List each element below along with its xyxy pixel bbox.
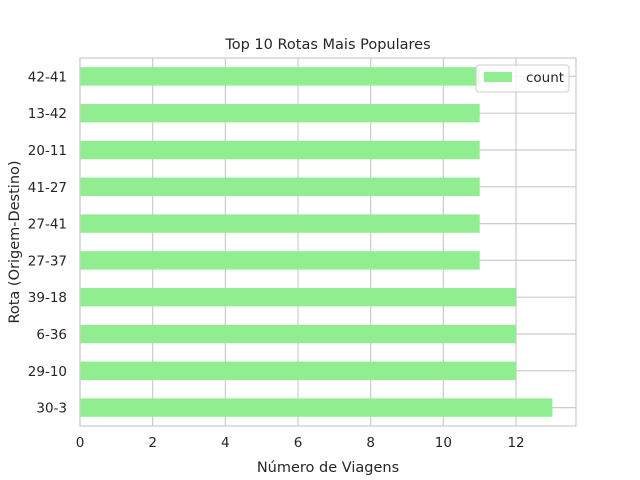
y-tick-label: 42-41 xyxy=(28,69,67,85)
bar-41-27 xyxy=(80,177,480,196)
plot-frame xyxy=(79,57,577,427)
y-tick-label: 30-3 xyxy=(36,401,67,417)
y-tick-labels: 30-3 29-10 6-36 39-18 27-37 27-41 41-27 20-11 13… xyxy=(28,69,67,416)
bar-13-42 xyxy=(80,104,480,123)
legend: count xyxy=(475,64,570,93)
bar-29-10 xyxy=(80,361,517,380)
x-tick-label: 6 xyxy=(294,435,303,451)
chart-title: Top 10 Rotas Mais Populares xyxy=(224,37,430,53)
x-tick-labels: 0 2 4 6 8 10 12 xyxy=(76,435,525,451)
y-tick-label: 29-10 xyxy=(28,364,67,380)
bar-20-11 xyxy=(80,140,480,160)
bar-39-18 xyxy=(80,288,517,307)
y-tick-label: 27-41 xyxy=(28,217,67,233)
y-tick-label: 13-42 xyxy=(28,106,67,122)
legend-swatch xyxy=(484,72,512,82)
x-tick-label: 12 xyxy=(507,435,524,451)
y-tick-label: 27-37 xyxy=(28,253,67,269)
x-axis-label: Número de Viagens xyxy=(257,460,399,476)
y-tick-label: 6-36 xyxy=(36,327,67,343)
bars xyxy=(80,67,553,417)
x-tick-label: 2 xyxy=(148,435,157,451)
bar-42-41 xyxy=(80,67,480,86)
y-tick-label: 39-18 xyxy=(28,290,67,306)
bar-6-36 xyxy=(80,324,517,344)
x-tick-label: 10 xyxy=(435,435,452,451)
bar-27-41 xyxy=(80,214,480,233)
bar-30-3 xyxy=(80,398,553,417)
bar-27-37 xyxy=(80,251,480,270)
x-tick-label: 4 xyxy=(221,435,230,451)
x-tick-label: 0 xyxy=(76,435,85,451)
y-tick-label: 20-11 xyxy=(28,143,67,159)
legend-box xyxy=(475,64,570,93)
y-tick-label: 41-27 xyxy=(28,180,67,196)
x-tick-label: 8 xyxy=(366,435,375,451)
y-axis-label: Rota (Origem-Destino) xyxy=(7,160,23,323)
legend-label: count xyxy=(526,70,564,86)
